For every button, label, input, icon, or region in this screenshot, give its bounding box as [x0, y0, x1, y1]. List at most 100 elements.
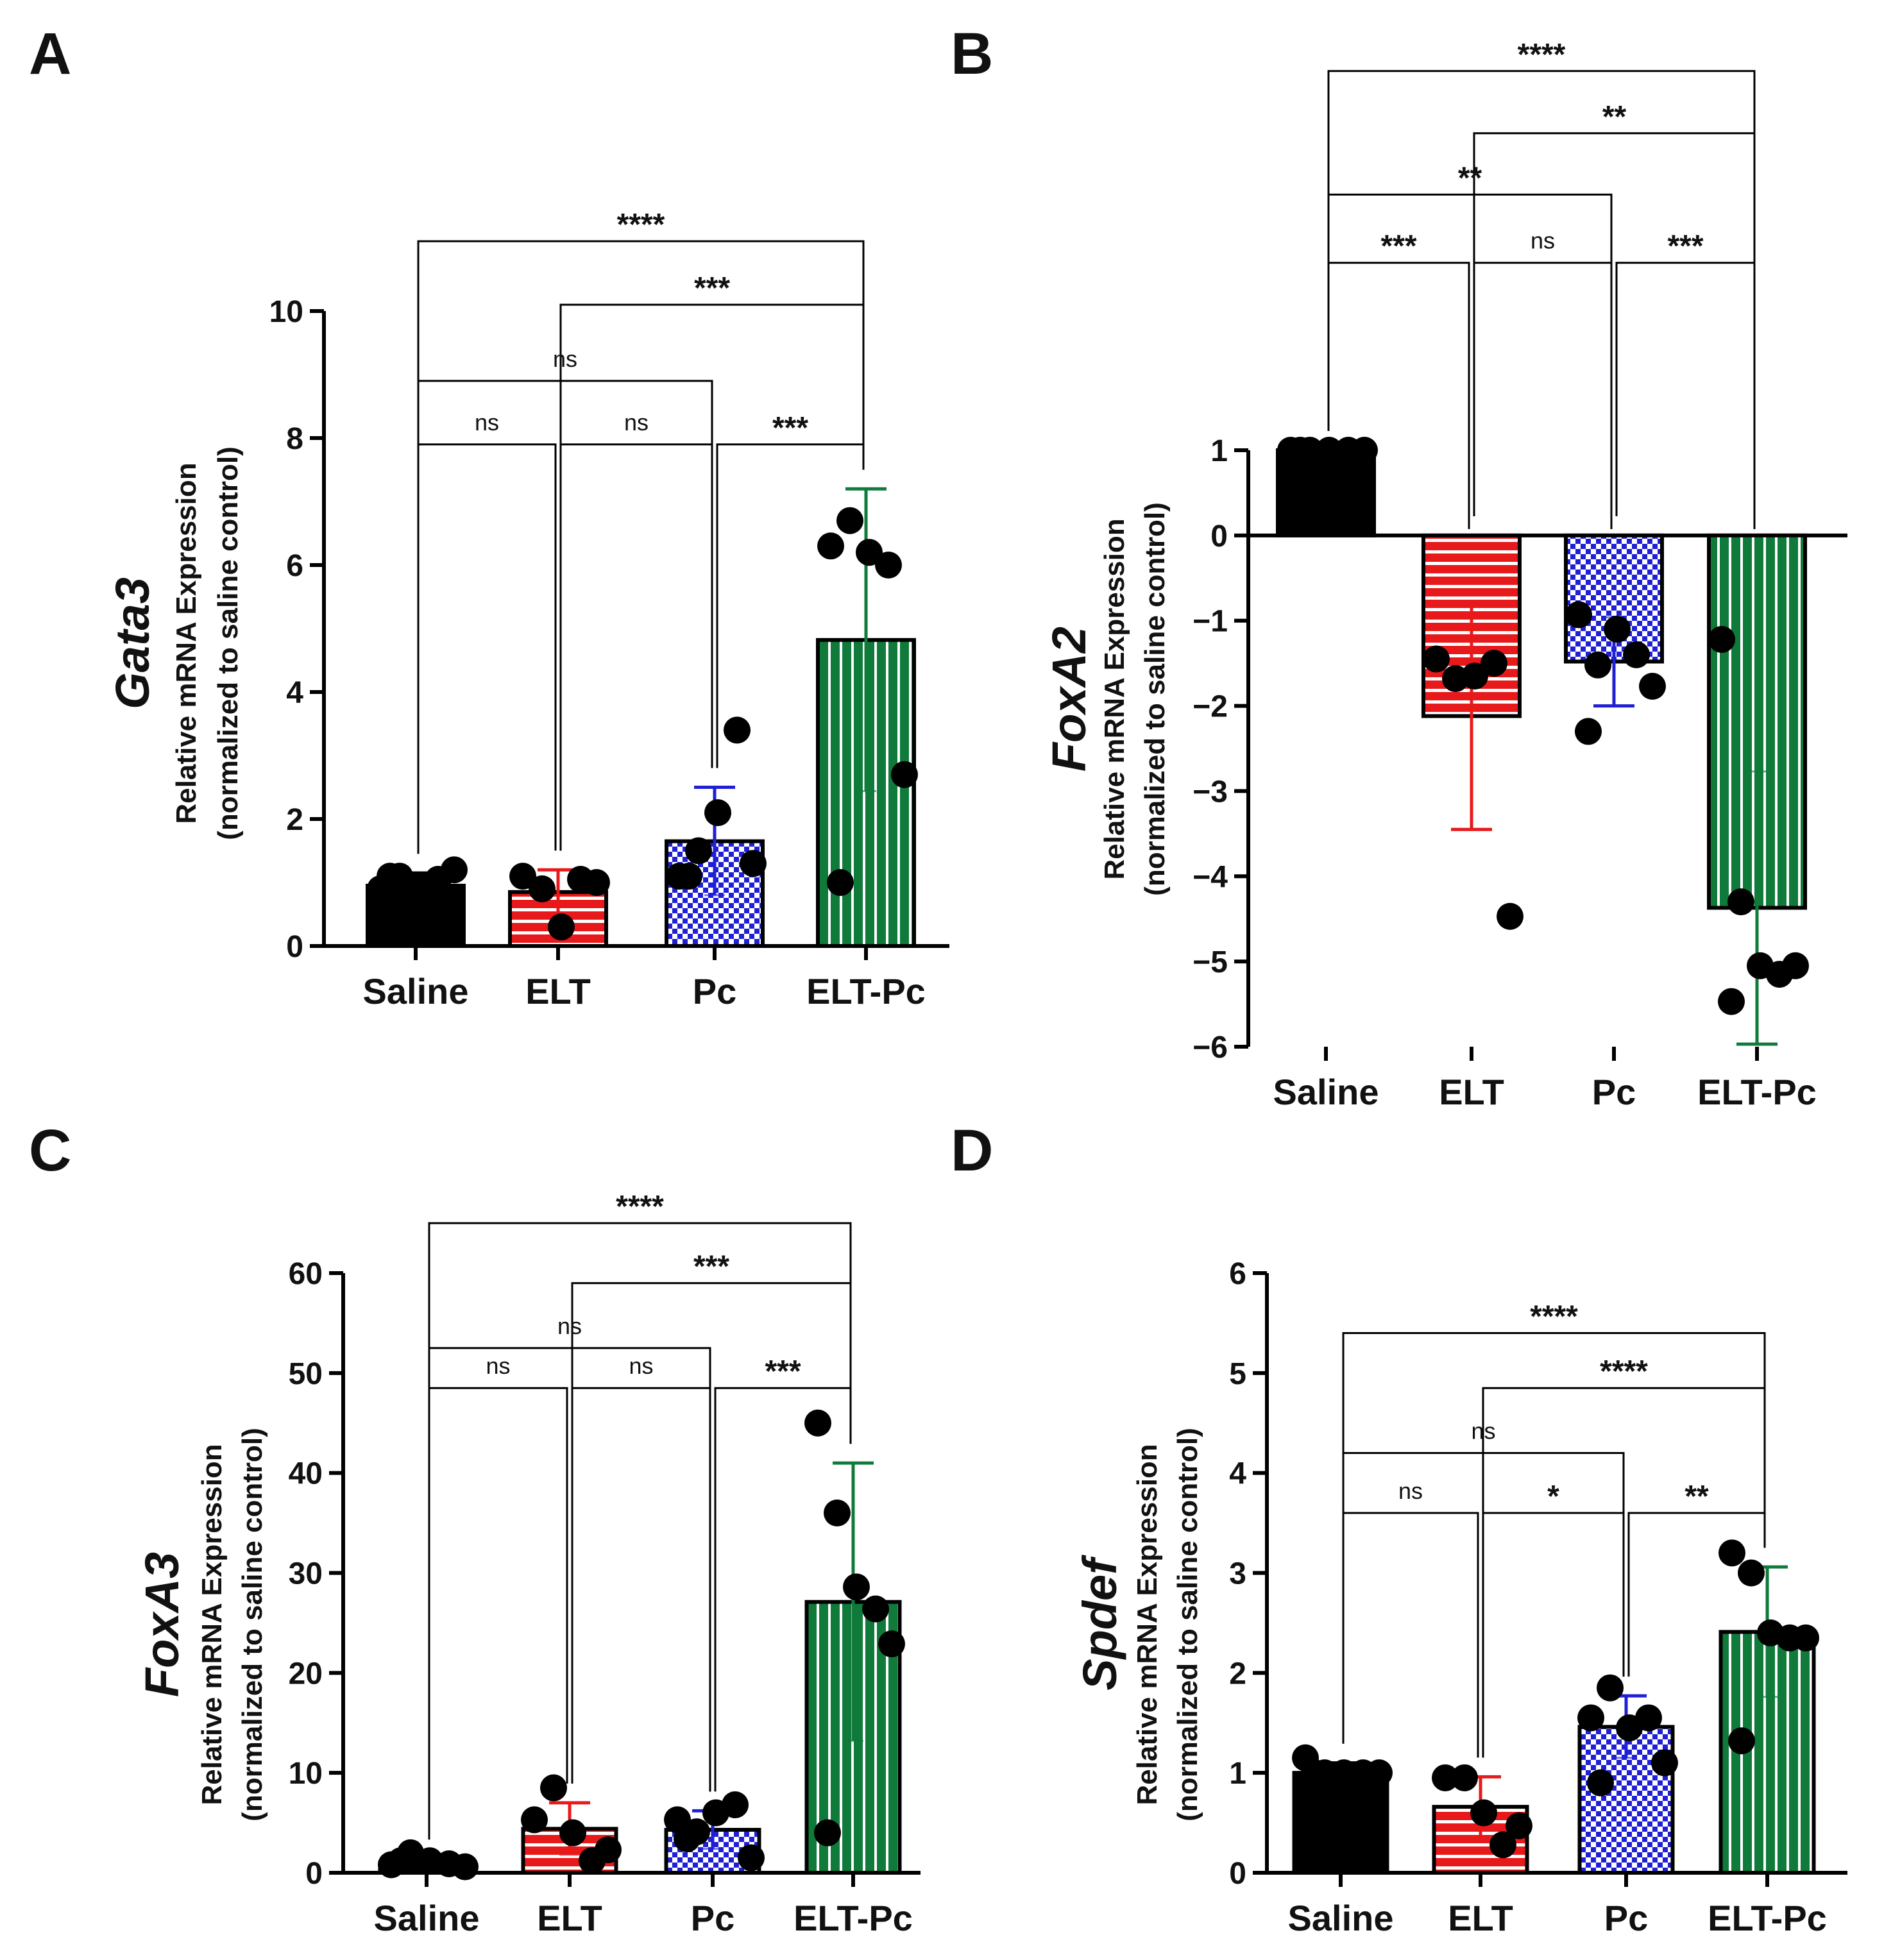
- panel-b-category-label: ELT: [1439, 1072, 1504, 1112]
- panel-a-ylabel-line2: (normalized to saline control): [212, 446, 244, 840]
- panel-c-category-label: Saline: [374, 1898, 480, 1938]
- panel-d-ytick-label: 3: [1229, 1557, 1246, 1591]
- panel-b-ytick-label: −3: [1192, 775, 1228, 809]
- panel-c-category-label: Pc: [691, 1898, 735, 1938]
- panel-a-sig-bracket: [417, 443, 557, 854]
- panel-d-data-point: [1587, 1769, 1614, 1796]
- panel-b-ytick-label: −6: [1192, 1031, 1228, 1065]
- panel-c-ylabel-line1: Relative mRNA Expression: [196, 1444, 228, 1805]
- panel-b-category-label: ELT-Pc: [1697, 1072, 1817, 1112]
- panel-d-data-point: [1470, 1799, 1497, 1827]
- panel-a-data-point: [509, 863, 536, 890]
- panel-c: C FoxA3 Relative mRNA Expression (normal…: [29, 1118, 921, 1938]
- panel-d-data-point: [1489, 1831, 1516, 1859]
- panel-b-category-label: Pc: [1592, 1072, 1636, 1112]
- panel-c-data-point: [843, 1573, 870, 1601]
- panel-a-data-point: [740, 850, 767, 877]
- panel-a-gene-label: Gata3: [106, 577, 159, 709]
- panel-d-bar-saline: [1292, 1771, 1389, 1875]
- panel-c-data-point: [559, 1819, 586, 1846]
- panel-a-sig-bracket: [716, 443, 865, 768]
- panel-c-letter: C: [29, 1118, 71, 1183]
- panel-b-ytick-label: −2: [1192, 690, 1228, 724]
- panel-b-data-point: [1708, 625, 1735, 653]
- panel-d-ytick-label: 4: [1229, 1457, 1246, 1491]
- panel-d-sig-bracket: [1342, 1512, 1479, 1758]
- panel-a-data-point: [441, 856, 468, 884]
- panel-c-sig-bracket: [428, 1347, 711, 1840]
- panel-c-sig-bracket: [571, 1387, 711, 1792]
- panel-a-ytick-label: 10: [269, 295, 303, 329]
- panel-a-category-label: Pc: [693, 971, 737, 1011]
- panel-b-ytick-label: 1: [1210, 434, 1228, 468]
- panel-b-sig-bracket: [1327, 70, 1756, 529]
- panel-d-data-point: [1651, 1749, 1678, 1777]
- panel-b-data-point: [1287, 437, 1314, 464]
- panel-a-data-point: [891, 761, 918, 788]
- panel-a: A Gata3 Relative mRNA Expression (normal…: [29, 21, 949, 1011]
- panel-b-sig-label: ns: [1531, 228, 1555, 254]
- panel-d-data-point: [1597, 1674, 1624, 1702]
- panel-a-data-point: [724, 716, 751, 744]
- panel-b-sig-label: ***: [1667, 230, 1703, 264]
- panel-a-sig-bracket: [417, 380, 713, 854]
- panel-a-ytick-label: 8: [286, 422, 303, 456]
- panel-d-ytick-label: 5: [1229, 1357, 1246, 1391]
- panel-c-ylabel-line2: (normalized to saline control): [237, 1428, 268, 1821]
- panel-b-ytick-label: −1: [1192, 605, 1228, 639]
- panel-d-data-point: [1302, 1759, 1328, 1787]
- panel-c-data-point: [878, 1630, 905, 1658]
- panel-b-sig-label: **: [1602, 100, 1627, 134]
- panel-d-sig-bracket: [1482, 1512, 1625, 1758]
- panel-a-data-point: [377, 863, 403, 890]
- panel-b-data-point: [1604, 616, 1631, 643]
- panel-a-sig-label: ns: [475, 409, 499, 435]
- panel-d-gene-label: Spdef: [1073, 1555, 1126, 1691]
- panel-d-ylabel-line2: (normalized to saline control): [1172, 1428, 1203, 1821]
- panel-c-data-point: [824, 1500, 851, 1526]
- panel-a-ytick-label: 2: [286, 803, 303, 837]
- panel-a-data-point: [583, 869, 610, 896]
- panel-c-data-point: [722, 1791, 749, 1819]
- panel-d-data-point: [1719, 1539, 1745, 1567]
- panel-c-data-point: [862, 1595, 889, 1623]
- panel-c-category-label: ELT-Pc: [793, 1898, 913, 1938]
- panel-c-ytick-label: 10: [289, 1757, 323, 1791]
- panel-a-ytick-label: 0: [286, 930, 303, 964]
- panel-b-ylabel-line1: Relative mRNA Expression: [1099, 518, 1130, 879]
- panel-d-data-point: [1792, 1624, 1819, 1652]
- panel-b-data-point: [1351, 437, 1378, 464]
- panel-d-data-point: [1451, 1764, 1478, 1791]
- panel-b-data-point: [1565, 601, 1592, 629]
- panel-c-ytick-label: 60: [289, 1257, 323, 1291]
- panel-c-data-point: [674, 1825, 700, 1853]
- panel-b-sig-bracket: [1473, 132, 1756, 529]
- panel-b: B FoxA2 Relative mRNA Expression (normal…: [951, 21, 1847, 1112]
- panel-c-sig-bracket: [428, 1222, 852, 1840]
- panel-a-ytick-label: 4: [286, 676, 303, 710]
- panel-b-data-point: [1718, 988, 1745, 1015]
- panel-a-sig-label: ***: [772, 411, 808, 445]
- panel-c-data-point: [540, 1774, 567, 1802]
- panel-d-sig-label: ****: [1600, 1355, 1648, 1389]
- panel-b-data-point: [1481, 650, 1507, 677]
- panel-d-ytick-label: 6: [1229, 1257, 1246, 1291]
- panel-a-data-point: [817, 532, 844, 560]
- panel-d-sig-label: **: [1685, 1480, 1709, 1514]
- panel-d: D Spdef Relative mRNA Expression (normal…: [951, 1118, 1847, 1938]
- panel-c-sig-label: ****: [616, 1190, 664, 1224]
- panel-d-sig-bracket: [1342, 1332, 1766, 1744]
- panel-a-letter: A: [29, 21, 71, 87]
- panel-d-data-point: [1738, 1559, 1765, 1587]
- panel-d-ytick-label: 0: [1229, 1857, 1246, 1891]
- panel-a-data-point: [548, 913, 575, 941]
- panel-a-data-point: [856, 539, 883, 566]
- panel-b-category-label: Saline: [1273, 1072, 1379, 1112]
- panel-c-sig-label: ns: [557, 1313, 582, 1339]
- panel-c-data-point: [521, 1806, 548, 1834]
